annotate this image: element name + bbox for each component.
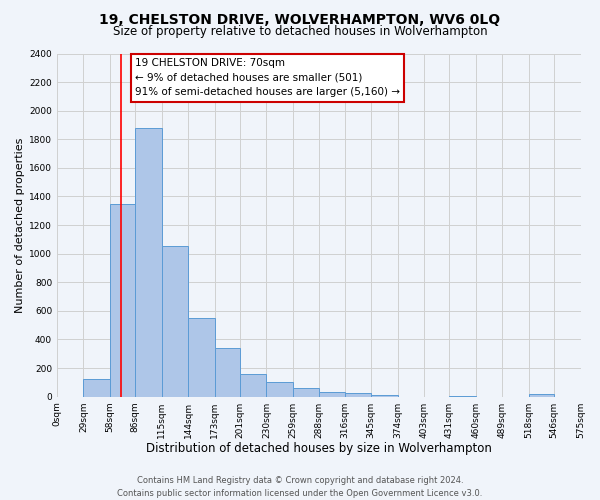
Text: 19 CHELSTON DRIVE: 70sqm
← 9% of detached houses are smaller (501)
91% of semi-d: 19 CHELSTON DRIVE: 70sqm ← 9% of detache… [136,58,400,98]
Bar [188,318,215,396]
Bar [319,392,345,396]
Text: 19, CHELSTON DRIVE, WOLVERHAMPTON, WV6 0LQ: 19, CHELSTON DRIVE, WOLVERHAMPTON, WV6 0… [100,12,500,26]
X-axis label: Distribution of detached houses by size in Wolverhampton: Distribution of detached houses by size … [146,442,492,455]
Bar [110,204,136,396]
Bar [215,348,240,397]
Y-axis label: Number of detached properties: Number of detached properties [15,138,25,312]
Bar [293,388,319,396]
Bar [240,374,266,396]
Bar [371,395,398,396]
Bar [266,382,293,396]
Bar [529,394,554,396]
Text: Size of property relative to detached houses in Wolverhampton: Size of property relative to detached ho… [113,25,487,38]
Bar [136,128,162,396]
Bar [162,246,188,396]
Bar [345,393,371,396]
Bar [83,378,110,396]
Text: Contains HM Land Registry data © Crown copyright and database right 2024.
Contai: Contains HM Land Registry data © Crown c… [118,476,482,498]
